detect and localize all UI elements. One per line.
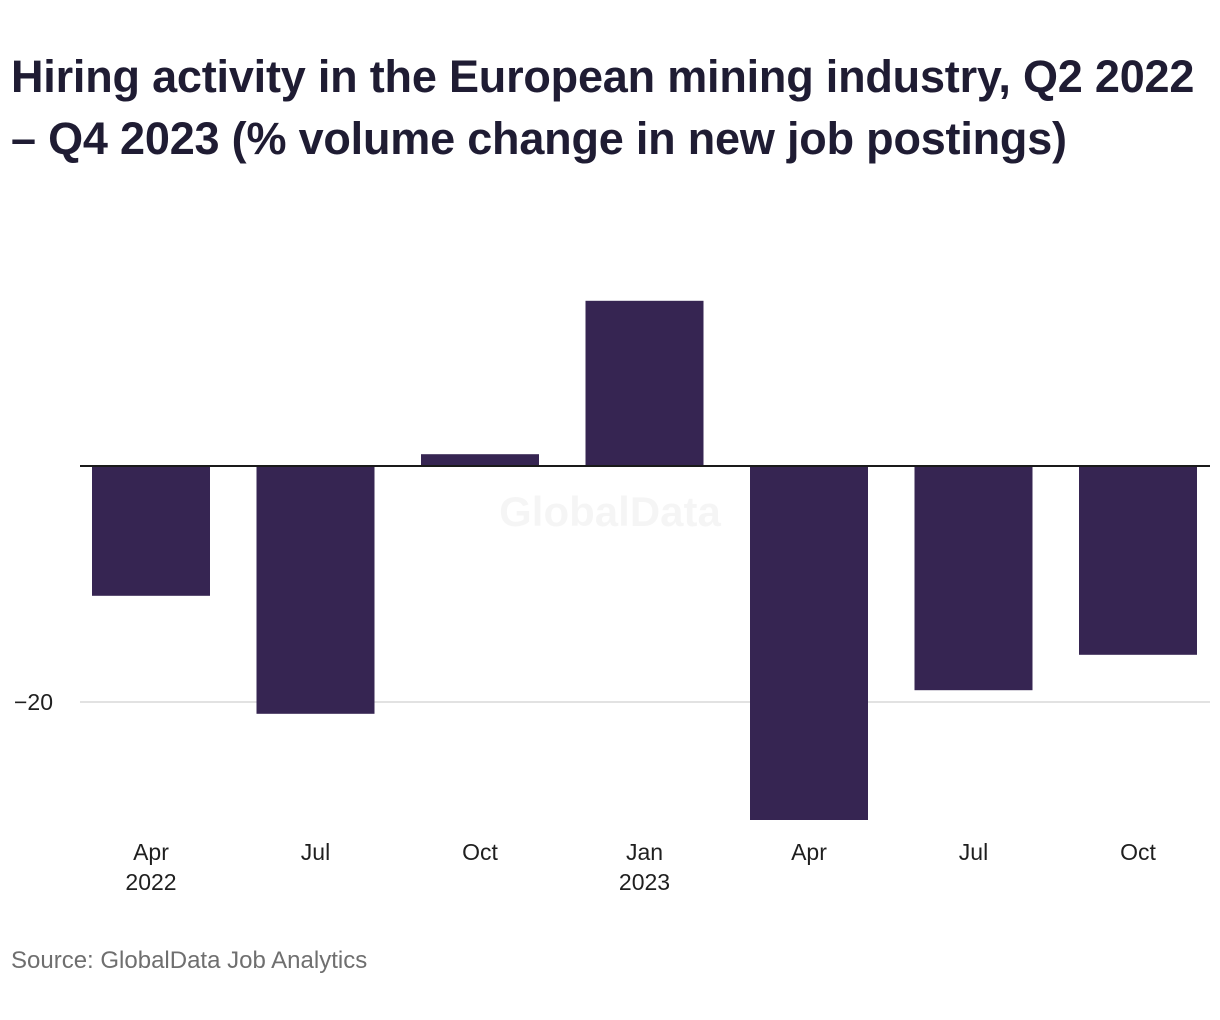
x-tick-label: Oct: [1120, 839, 1156, 865]
x-tick-label: Jul: [301, 839, 330, 865]
bar-jan-2023: [585, 300, 704, 466]
bar-jul-2023: [914, 466, 1033, 691]
x-tick-label: Apr: [133, 839, 169, 865]
source-note: Source: GlobalData Job Analytics: [11, 947, 368, 974]
x-tick-label: Oct: [462, 839, 498, 865]
bar-oct-2022: [421, 454, 539, 466]
chart-title: Hiring activity in the European mining i…: [11, 51, 1195, 164]
bar-apr-2022: [92, 466, 210, 596]
bar-oct-2023: [1079, 466, 1197, 655]
y-tick-labels: −20: [14, 689, 53, 715]
x-tick-year-label: 2023: [619, 869, 670, 895]
bar-jul-2022: [256, 466, 375, 714]
bars: [92, 300, 1197, 820]
x-tick-year-label: 2022: [125, 869, 176, 895]
y-tick-label: −20: [14, 689, 53, 715]
x-tick-label: Jul: [959, 839, 988, 865]
bar-apr-2023: [750, 466, 868, 820]
x-tick-label: Apr: [791, 839, 827, 865]
x-tick-label: Jan: [626, 839, 663, 865]
watermark-text: GlobalData: [499, 488, 721, 535]
x-tick-labels: Apr 2022 Jul Oct Jan 2023 Apr Jul Oct: [125, 839, 1156, 895]
